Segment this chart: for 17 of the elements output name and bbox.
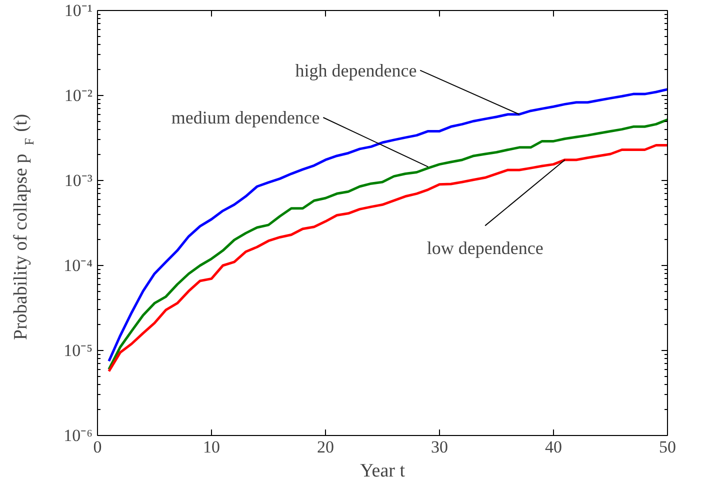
x-tick-label: 10 bbox=[203, 438, 220, 456]
x-tick-label: 20 bbox=[317, 438, 334, 456]
x-axis-title: Year t bbox=[360, 460, 406, 482]
y-tick-label: 10⁻¹ bbox=[64, 1, 93, 20]
y-tick-label: 10⁻⁴ bbox=[64, 256, 93, 275]
x-tick-label: 0 bbox=[93, 438, 102, 456]
y-axis-title: Probability of collapse pF (t) bbox=[10, 114, 36, 340]
y-tick-label: 10⁻² bbox=[64, 86, 93, 105]
y-tick-label: 10⁻³ bbox=[64, 171, 93, 190]
x-tick-label: 40 bbox=[545, 438, 562, 456]
annotation: high dependence bbox=[295, 60, 417, 80]
x-tick-label: 50 bbox=[659, 438, 676, 456]
x-tick-label: 30 bbox=[431, 438, 448, 456]
annotation: low dependence bbox=[426, 238, 544, 258]
annotation: medium dependence bbox=[171, 108, 320, 128]
y-tick-label: 10⁻⁵ bbox=[64, 341, 93, 360]
y-tick-label: 10⁻⁶ bbox=[64, 426, 93, 445]
